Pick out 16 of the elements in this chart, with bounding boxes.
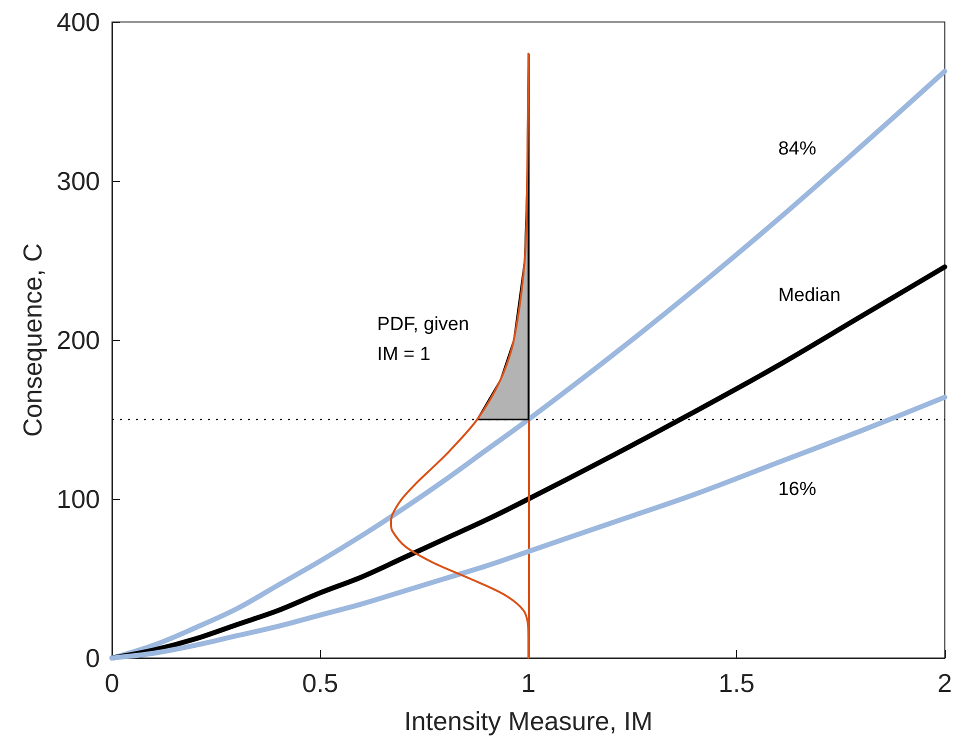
y-tick-label: 400 xyxy=(56,7,100,37)
annotation: PDF, given IM = 1 xyxy=(377,314,470,365)
x-tick-label: 2 xyxy=(938,668,952,698)
x-axis-title: Intensity Measure, IM xyxy=(404,706,653,736)
x-tick-label: 0.5 xyxy=(302,668,338,698)
y-tick-label: 200 xyxy=(56,325,100,355)
series-label: 84% xyxy=(778,138,816,160)
y-tick-label: 100 xyxy=(56,484,100,514)
series-label: 16% xyxy=(778,478,816,500)
y-axis-title: Consequence, C xyxy=(18,243,48,437)
y-tick-label: 300 xyxy=(56,166,100,196)
series-label: Median xyxy=(778,284,841,306)
x-tick-label: 1 xyxy=(521,668,536,698)
x-tick-label: 1.5 xyxy=(718,668,755,698)
x-tick-label: 0 xyxy=(104,668,120,698)
y-tick-label: 0 xyxy=(86,643,100,673)
